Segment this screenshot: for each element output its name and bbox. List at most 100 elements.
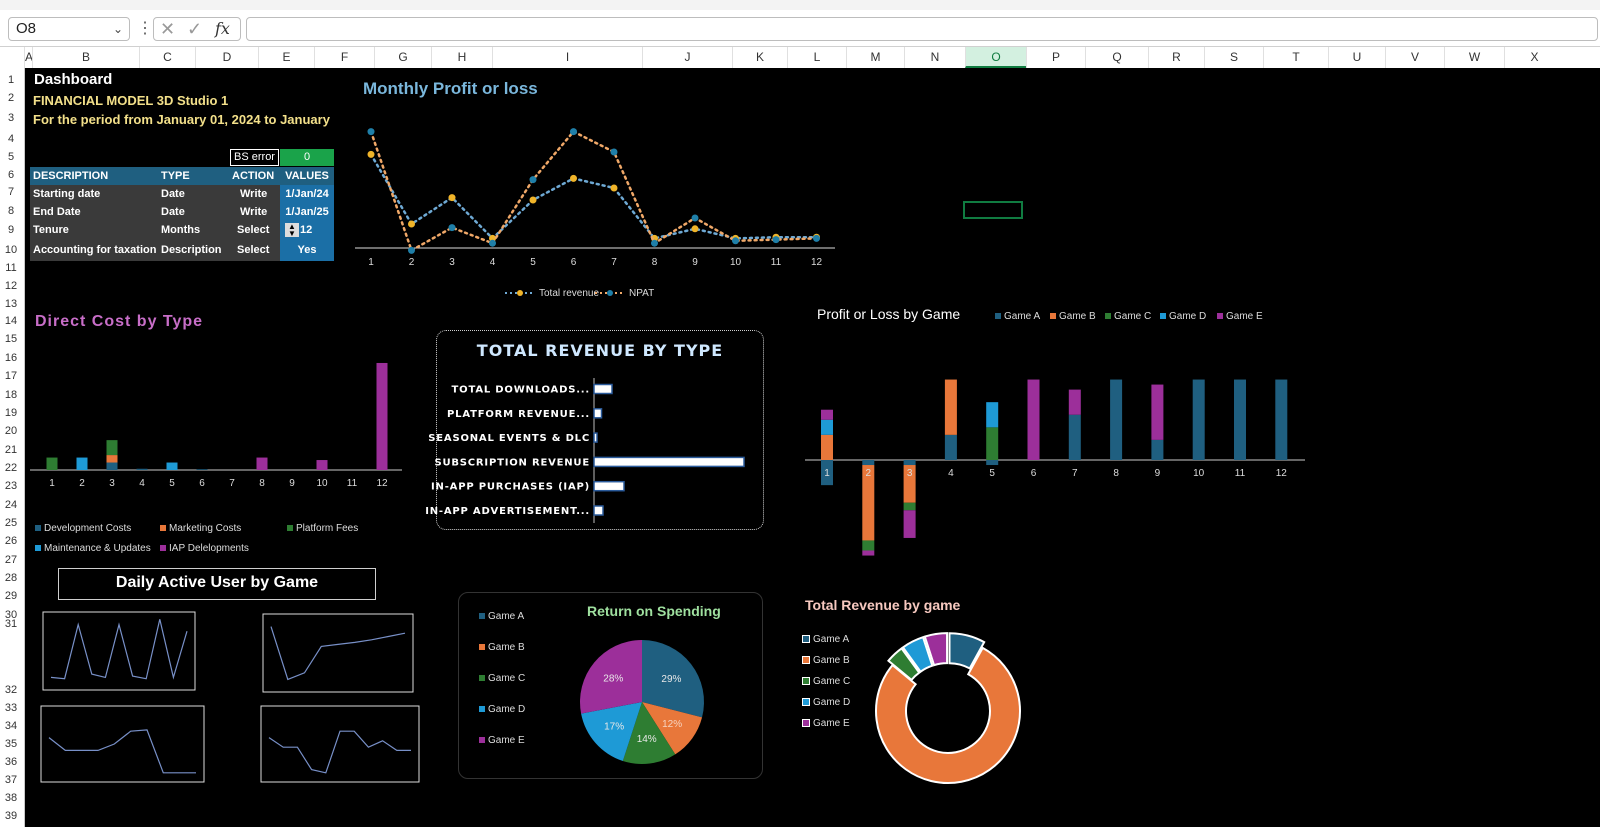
column-header[interactable]: W — [1444, 47, 1504, 68]
legend-label: Game C — [1114, 311, 1152, 322]
table-row[interactable]: End Date Date Write 1/Jan/25 — [30, 203, 334, 221]
row-header[interactable]: 33 — [4, 702, 18, 714]
chevron-down-icon[interactable]: ⌄ — [112, 22, 123, 36]
column-header[interactable]: A — [24, 47, 33, 68]
column-header[interactable]: V — [1385, 47, 1444, 68]
column-header[interactable]: N — [904, 47, 965, 68]
row-header[interactable]: 26 — [4, 535, 18, 547]
function-icon[interactable]: fx — [215, 19, 230, 38]
column-header[interactable]: E — [258, 47, 314, 68]
row-header[interactable]: 35 — [4, 738, 18, 750]
row-header[interactable]: 28 — [4, 572, 18, 584]
row-header[interactable]: 34 — [4, 720, 18, 732]
legend-entry: Game C — [479, 673, 525, 684]
check-icon[interactable]: ✓ — [187, 19, 203, 39]
bar — [593, 505, 604, 516]
x-tick-label: 6 — [199, 478, 205, 489]
row-header[interactable]: 31 — [4, 618, 18, 630]
column-header[interactable]: T — [1263, 47, 1328, 68]
column-header[interactable]: M — [846, 47, 904, 68]
column-header[interactable]: U — [1328, 47, 1385, 68]
x-tick-label: 5 — [169, 478, 175, 489]
row-header[interactable]: 13 — [4, 298, 18, 310]
legend-marker — [607, 290, 613, 296]
column-header[interactable]: J — [642, 47, 732, 68]
starting-date-value[interactable]: 1/Jan/24 — [280, 185, 334, 203]
column-header[interactable]: K — [732, 47, 787, 68]
row-header[interactable]: 14 — [4, 315, 18, 327]
column-header[interactable]: Q — [1085, 47, 1148, 68]
profit-by-game-chart[interactable]: 1 2 3 4 5 6 7 8 9 10 11 12 — [805, 358, 1305, 556]
taxation-value[interactable]: Yes — [280, 239, 334, 261]
revenue-by-type-frame — [436, 330, 764, 530]
table-row[interactable]: Starting date Date Write 1/Jan/24 — [30, 185, 334, 203]
column-header[interactable]: C — [139, 47, 195, 68]
row-header[interactable]: 6 — [7, 169, 15, 181]
total-revenue-game-donut[interactable] — [873, 632, 1023, 786]
column-header[interactable]: B — [32, 47, 139, 68]
cancel-icon[interactable]: ✕ — [160, 19, 176, 39]
row-header[interactable]: 15 — [4, 333, 18, 345]
column-header[interactable]: P — [1026, 47, 1085, 68]
row-header[interactable]: 32 — [4, 684, 18, 696]
row-header[interactable]: 9 — [7, 224, 15, 236]
row-header[interactable]: 12 — [4, 280, 18, 292]
row-header[interactable]: 23 — [4, 480, 18, 492]
row-header[interactable]: 39 — [4, 810, 18, 822]
row-header[interactable]: 37 — [4, 774, 18, 786]
row-header[interactable]: 18 — [4, 389, 18, 401]
legend-swatch — [35, 545, 41, 552]
row-header[interactable]: 1 — [7, 74, 15, 86]
column-header[interactable]: R — [1148, 47, 1204, 68]
column-header[interactable]: I — [492, 47, 642, 68]
table-row[interactable]: Accounting for taxation Description Sele… — [30, 239, 334, 261]
row-header[interactable]: 7 — [7, 186, 15, 198]
row-header[interactable]: 29 — [4, 590, 18, 602]
row-header[interactable]: 38 — [4, 792, 18, 804]
column-header[interactable]: S — [1204, 47, 1263, 68]
row-header[interactable]: 4 — [7, 133, 15, 145]
row-header[interactable]: 8 — [7, 205, 15, 217]
selected-cell[interactable] — [963, 201, 1023, 219]
row-header[interactable]: 2 — [7, 92, 15, 104]
legend-label: Maintenance & Updates — [44, 543, 151, 554]
row-header[interactable]: 24 — [4, 499, 18, 511]
row-header[interactable]: 25 — [4, 517, 18, 529]
column-header[interactable]: H — [431, 47, 492, 68]
worksheet[interactable]: Dashboard FINANCIAL MODEL 3D Studio 1 Fo… — [25, 68, 1600, 827]
more-options-icon[interactable]: ⋮ — [137, 20, 153, 37]
row-header[interactable]: 21 — [4, 444, 18, 456]
row-header[interactable]: 20 — [4, 425, 18, 437]
column-header[interactable]: L — [787, 47, 846, 68]
dau-charts[interactable] — [25, 608, 435, 827]
row-header[interactable]: 17 — [4, 370, 18, 382]
column-header[interactable]: G — [374, 47, 431, 68]
column-header[interactable]: X — [1504, 47, 1564, 68]
column-header[interactable]: O — [965, 47, 1026, 68]
row-header[interactable]: 11 — [5, 262, 17, 274]
revenue-by-type-chart[interactable]: TOTAL DOWNLOADS... PLATFORM REVENUE... SEA… — [425, 373, 764, 523]
legend-swatch — [1160, 313, 1166, 320]
column-header[interactable]: D — [195, 47, 258, 68]
row-header[interactable]: 10 — [4, 244, 18, 256]
row-header[interactable]: 36 — [4, 756, 18, 768]
legend-label: Game D — [488, 704, 526, 715]
column-header[interactable]: F — [314, 47, 374, 68]
row-header[interactable]: 5 — [7, 151, 15, 163]
row-header[interactable]: 19 — [4, 407, 18, 419]
row-header[interactable]: 27 — [4, 554, 18, 566]
row-header[interactable]: 22 — [4, 462, 18, 474]
row-header[interactable]: 30 — [4, 609, 18, 621]
row-header[interactable]: 3 — [7, 112, 15, 124]
row-header[interactable]: 16 — [4, 352, 18, 364]
formula-input[interactable] — [246, 17, 1598, 41]
tenure-spinner[interactable]: ▲ ▼ — [285, 223, 299, 238]
direct-cost-chart[interactable]: 1 2 3 4 5 6 7 8 9 10 11 12 — [30, 348, 405, 489]
return-spending-pie[interactable]: 29% 12% 14% 17% 28% — [578, 638, 706, 766]
name-box[interactable]: O8 ⌄ — [8, 17, 130, 41]
data-point — [772, 236, 780, 244]
end-date-value[interactable]: 1/Jan/25 — [280, 203, 334, 221]
table-row[interactable]: Tenure Months Select 12 ▲ ▼ — [30, 221, 334, 239]
